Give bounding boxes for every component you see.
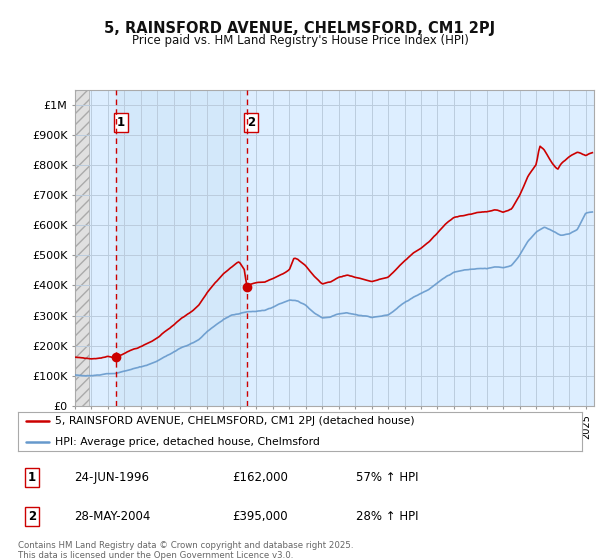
Text: £395,000: £395,000 [232, 510, 288, 523]
Text: 1: 1 [28, 471, 36, 484]
Text: 24-JUN-1996: 24-JUN-1996 [74, 471, 149, 484]
Text: 28% ↑ HPI: 28% ↑ HPI [356, 510, 419, 523]
Text: Price paid vs. HM Land Registry's House Price Index (HPI): Price paid vs. HM Land Registry's House … [131, 34, 469, 46]
Text: 2: 2 [247, 116, 256, 129]
Text: 5, RAINSFORD AVENUE, CHELMSFORD, CM1 2PJ (detached house): 5, RAINSFORD AVENUE, CHELMSFORD, CM1 2PJ… [55, 417, 414, 426]
Text: 57% ↑ HPI: 57% ↑ HPI [356, 471, 419, 484]
Text: HPI: Average price, detached house, Chelmsford: HPI: Average price, detached house, Chel… [55, 437, 320, 447]
Text: Contains HM Land Registry data © Crown copyright and database right 2025.
This d: Contains HM Land Registry data © Crown c… [18, 540, 353, 560]
Text: 1: 1 [117, 116, 125, 129]
Text: 28-MAY-2004: 28-MAY-2004 [74, 510, 151, 523]
Text: 5, RAINSFORD AVENUE, CHELMSFORD, CM1 2PJ: 5, RAINSFORD AVENUE, CHELMSFORD, CM1 2PJ [104, 21, 496, 36]
Bar [116, 90, 247, 406]
Text: £162,000: £162,000 [232, 471, 288, 484]
Text: 2: 2 [28, 510, 36, 523]
